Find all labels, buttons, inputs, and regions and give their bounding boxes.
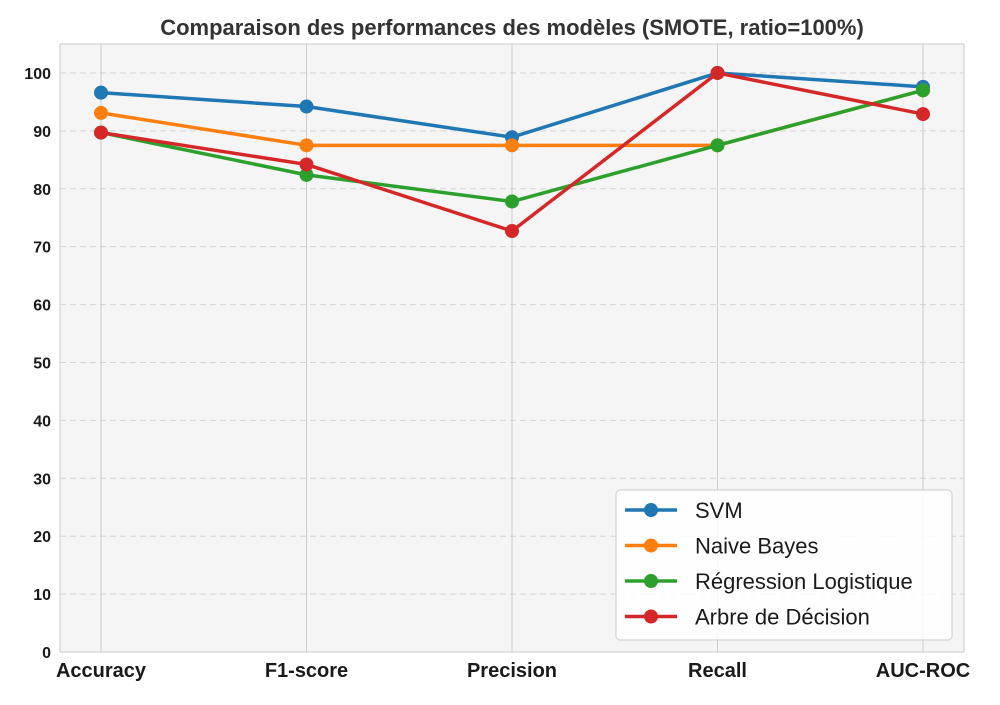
y-tick-label: 30 <box>33 471 51 488</box>
legend-items: SVM Naive Bayes Régression Logistique Arbre… <box>625 498 913 630</box>
data-point <box>505 224 519 239</box>
legend: SVM Naive Bayes Régression Logistique Arbre… <box>615 489 953 641</box>
legend-entry: Naive Bayes <box>625 534 819 559</box>
y-tick-label: 10 <box>33 587 51 604</box>
data-point <box>94 85 108 100</box>
chart-title: Comparaison des performances des modèles… <box>160 15 864 40</box>
y-tick-label: 90 <box>33 124 51 141</box>
data-point <box>299 157 314 172</box>
y-tick-label: 80 <box>33 182 51 199</box>
legend-marker <box>644 503 658 517</box>
y-tick-label: 60 <box>33 298 51 315</box>
legend-marker <box>644 538 658 553</box>
legend-marker <box>644 574 658 588</box>
data-point <box>505 138 519 153</box>
data-point <box>710 65 725 80</box>
data-point <box>94 125 108 140</box>
legend-label: Régression Logistique <box>695 569 913 594</box>
series-group <box>94 65 930 239</box>
y-tick-label: 100 <box>24 66 51 83</box>
data-point <box>916 107 930 122</box>
legend-entry: SVM <box>625 498 743 523</box>
data-point <box>505 194 519 209</box>
x-tick-label: Recall <box>688 660 747 682</box>
data-point <box>710 138 725 153</box>
axis-ticks: 0 10 20 30 40 50 60 70 80 90 100 Accuracy F1-score Pr… <box>24 66 970 682</box>
data-point <box>299 99 314 114</box>
y-tick-label: 40 <box>33 413 51 430</box>
legend-entry: Régression Logistique <box>625 569 913 594</box>
legend-marker <box>644 609 658 624</box>
data-point <box>299 138 314 153</box>
y-tick-label: 20 <box>33 529 51 546</box>
y-tick-label: 70 <box>33 240 51 257</box>
x-tick-label: Accuracy <box>56 660 147 682</box>
data-point <box>94 105 108 120</box>
legend-label: Naive Bayes <box>695 534 819 559</box>
x-tick-label: F1-score <box>265 660 348 682</box>
legend-label: Arbre de Décision <box>695 605 870 630</box>
x-tick-label: AUC-ROC <box>876 660 970 682</box>
x-tick-label: Precision <box>467 660 557 682</box>
legend-entry: Arbre de Décision <box>625 605 870 630</box>
legend-label: SVM <box>695 498 743 523</box>
legend-box <box>615 489 953 641</box>
series-lines <box>94 65 930 239</box>
y-tick-label: 0 <box>42 645 51 662</box>
data-point <box>299 167 314 182</box>
y-tick-label: 50 <box>33 355 51 372</box>
data-point <box>916 83 930 98</box>
